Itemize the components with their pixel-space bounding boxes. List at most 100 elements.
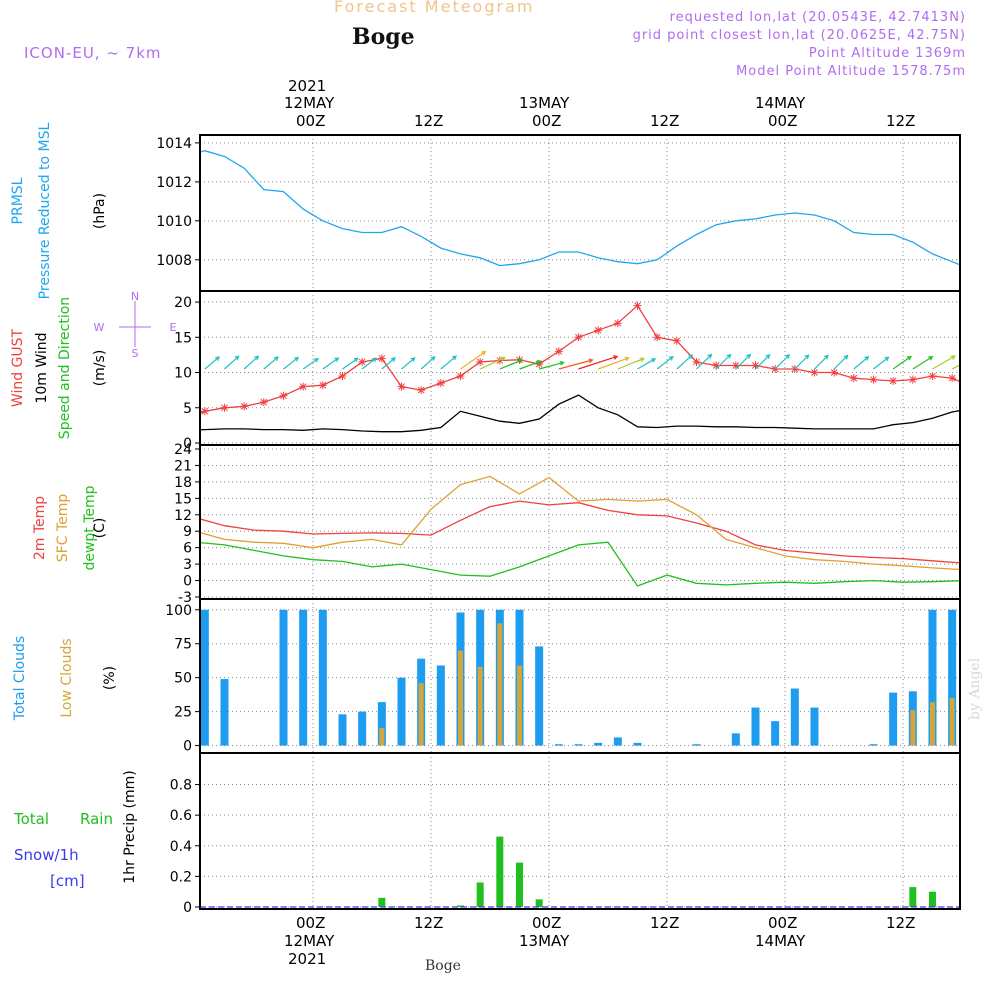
wind-arrow: [146, 360, 160, 369]
y-tick-label: 0: [183, 574, 192, 590]
series-prmsl-line: [200, 150, 960, 267]
wind-arrow: [578, 355, 618, 370]
wind-arrow-head: [176, 359, 180, 363]
panel-5-plot: [200, 753, 960, 909]
wind-arrow-head: [536, 360, 542, 365]
total-cloud-bar: [968, 610, 976, 746]
low-cloud-bar: [75, 661, 80, 745]
gust-marker: [44, 404, 52, 412]
wind-arrow-head: [294, 356, 300, 362]
wind-arrow-head: [61, 362, 65, 366]
panel-3-frame: [199, 444, 961, 600]
rain-bar: [535, 899, 543, 907]
gust-marker: [83, 402, 91, 410]
total-cloud-bar: [53, 623, 61, 745]
panel-5-frame: [199, 752, 961, 910]
wind-arrow-head: [234, 355, 240, 361]
panel-2-plot: [44, 291, 1000, 445]
p5-label-snow: Snow/1h: [14, 846, 79, 864]
wind-arrow: [972, 355, 1000, 369]
y-tick-label: 12: [174, 508, 192, 524]
wind-arrow: [479, 357, 505, 370]
low-cloud-bar: [477, 666, 483, 746]
rain-bar: [476, 882, 484, 907]
y-tick-label: 50: [174, 671, 192, 687]
gust-marker: [948, 374, 957, 383]
compass-s-label: S: [132, 347, 139, 360]
y-tick-label: 15: [174, 491, 192, 507]
wind-arrow: [302, 358, 319, 370]
wind-arrow: [361, 357, 377, 370]
p5-label-rain: Rain: [80, 810, 113, 828]
wind-arrow: [755, 354, 770, 370]
total-cloud-bar: [889, 692, 898, 746]
low-cloud-bar: [516, 665, 522, 746]
total-cloud-bar: [181, 653, 189, 745]
gust-marker: [830, 368, 839, 377]
wind-arrow: [342, 357, 359, 370]
bottom-year: 2021: [288, 950, 327, 968]
wind-arrow-head: [864, 355, 870, 361]
wind-arrow: [676, 354, 693, 370]
wind-arrow-head: [746, 353, 752, 359]
low-cloud-bar: [457, 650, 463, 746]
y-tick-label: 20: [174, 295, 192, 311]
y-tick-label: 0.2: [170, 869, 192, 885]
gust-marker: [279, 391, 288, 400]
wind-arrow: [873, 356, 889, 370]
wind-arrow-head: [726, 353, 732, 359]
wind-arrow: [283, 357, 299, 370]
wind-arrow: [126, 362, 137, 369]
wind-arrow-head: [254, 355, 260, 361]
wind-arrow-head: [215, 356, 221, 362]
y-tick-label: 10: [174, 366, 192, 382]
wind-arrow-head: [517, 358, 524, 364]
footer-location: Boge: [425, 958, 461, 974]
wind-arrow-head: [765, 354, 771, 359]
gust-marker: [103, 405, 111, 413]
gust-marker: [653, 333, 662, 342]
wind-arrow-head: [884, 356, 890, 362]
wind-arrow: [794, 354, 809, 370]
total-cloud-bar: [594, 742, 603, 746]
total-cloud-bar: [436, 665, 445, 746]
wind-arrow: [460, 351, 486, 370]
total-cloud-bar: [73, 645, 81, 745]
y-tick-label: 18: [174, 475, 192, 491]
wind-arrow-head: [98, 361, 102, 364]
total-cloud-bar: [613, 737, 622, 746]
total-cloud-bar: [574, 744, 583, 746]
y-tick-label: 0: [183, 436, 192, 452]
wind-arrow-head: [906, 355, 912, 361]
gust-marker: [417, 386, 426, 395]
point-altitude: Point Altitude 1369m: [808, 46, 966, 61]
total-cloud-bar: [152, 709, 160, 746]
total-cloud-bar: [731, 733, 740, 746]
low-cloud-bar: [910, 710, 916, 746]
wind-arrow: [774, 354, 790, 370]
gust-marker: [889, 376, 898, 385]
y-tick-label: 0.8: [170, 778, 192, 794]
panel-1-frame: [199, 134, 961, 292]
wind-arrow: [735, 354, 751, 370]
compass-w-label: W: [94, 321, 105, 334]
bottom-hour-12z-3: 12Z: [886, 914, 916, 932]
compass-n-label: N: [131, 290, 139, 303]
y-tick-label: 21: [174, 458, 192, 474]
wind-arrow-head: [274, 356, 280, 362]
wind-arrow: [912, 356, 933, 370]
y-tick-label: -3: [178, 590, 192, 606]
total-cloud-bar: [869, 744, 878, 746]
top-day-13may: 13MAY: [519, 94, 570, 112]
wind-arrow: [558, 359, 593, 370]
gust-marker: [220, 403, 229, 412]
wind-arrow: [381, 357, 396, 370]
low-cloud-bar: [929, 702, 935, 746]
wind-arrow-head: [156, 360, 160, 363]
wind-arrow-head: [785, 354, 791, 359]
total-cloud-bar: [633, 742, 642, 746]
bottom-hour-12z-1: 12Z: [414, 914, 444, 932]
gust-marker: [122, 404, 130, 412]
gust-marker: [731, 361, 740, 370]
y-tick-label: 1010: [156, 214, 192, 230]
